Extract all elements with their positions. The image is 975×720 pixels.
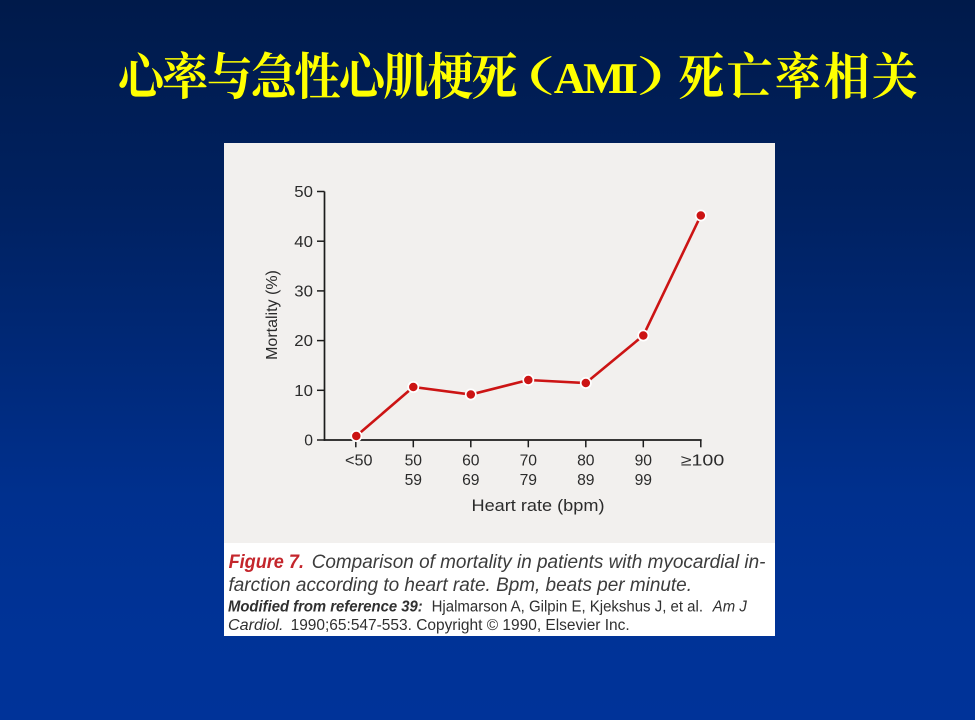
svg-text:99: 99 (635, 472, 652, 489)
svg-text:farction according to heart ra: farction according to heart rate. Bpm, b… (229, 574, 693, 596)
svg-text:90: 90 (635, 453, 653, 470)
svg-text:1990;65:547-553. Copyright © 1: 1990;65:547-553. Copyright © 1990, Elsev… (291, 617, 630, 634)
svg-text:≥100: ≥100 (681, 453, 725, 470)
svg-text:80: 80 (577, 453, 595, 470)
svg-text:50: 50 (294, 184, 313, 201)
svg-text:Figure 7.: Figure 7. (229, 551, 304, 573)
svg-text:Comparison of mortality in pat: Comparison of mortality in patients with… (312, 551, 766, 573)
svg-text:Mortality (%): Mortality (%) (264, 270, 281, 360)
svg-text:40: 40 (294, 234, 313, 251)
svg-text:Cardiol.: Cardiol. (228, 617, 284, 634)
svg-text:Am J: Am J (712, 598, 747, 615)
svg-text:10: 10 (294, 383, 313, 400)
svg-text:0: 0 (304, 433, 313, 450)
svg-text:30: 30 (294, 284, 313, 301)
svg-text:79: 79 (520, 472, 537, 489)
svg-text:59: 59 (405, 472, 422, 489)
svg-text:70: 70 (520, 453, 538, 470)
svg-text:Modified from reference 39:: Modified from reference 39: (228, 598, 423, 615)
svg-text:89: 89 (577, 472, 594, 489)
svg-text:20: 20 (294, 333, 313, 350)
svg-text:Hjalmarson A, Gilpin E, Kjeksh: Hjalmarson A, Gilpin E, Kjekshus J, et a… (432, 598, 703, 615)
svg-text:69: 69 (462, 472, 479, 489)
svg-text:Heart rate (bpm): Heart rate (bpm) (472, 497, 605, 515)
svg-text:50: 50 (405, 453, 423, 470)
svg-text:60: 60 (462, 453, 480, 470)
svg-text:<50: <50 (345, 453, 373, 470)
